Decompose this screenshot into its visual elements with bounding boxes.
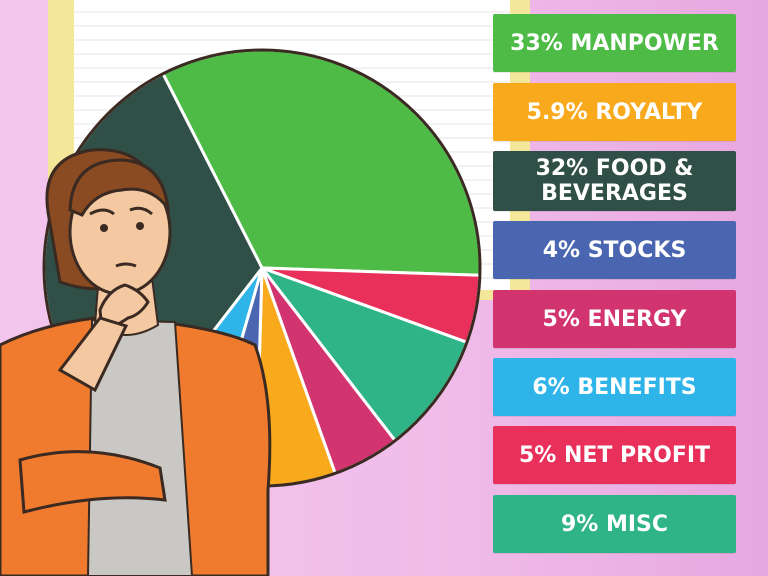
woman-forearm: [57, 316, 129, 393]
woman-right-brow: [129, 206, 154, 216]
legend-label-text: 33% MANPOWER: [510, 31, 719, 56]
legend-label-text: 5.9% ROYALTY: [527, 100, 703, 125]
woman-hair-fringe: [68, 158, 171, 217]
legend-label-box: 32% FOOD & BEVERAGES: [493, 151, 736, 211]
legend-label-line: 6% BENEFITS: [532, 374, 697, 400]
legend-label-line: 33% MANPOWER: [510, 30, 719, 56]
woman-left-eye: [100, 224, 108, 232]
legend-label-line: 4% STOCKS: [542, 237, 687, 263]
legend-label-line: 5% NET PROFIT: [518, 442, 711, 468]
legend-label-text: 4% STOCKS: [543, 238, 687, 263]
woman-mouth: [115, 262, 137, 268]
legend-label-box: 5% NET PROFIT: [493, 426, 736, 484]
thinking-woman-illustration: [0, 148, 272, 576]
woman-right-eye: [136, 222, 144, 230]
legend-label-text: 6% BENEFITS: [532, 375, 696, 400]
legend-label-box: 5.9% ROYALTY: [493, 83, 736, 141]
legend-label-box: 4% STOCKS: [493, 221, 736, 279]
legend-label-box: 5% ENERGY: [493, 290, 736, 348]
legend-label-line: 5% ENERGY: [542, 306, 687, 332]
legend-label-text: 9% MISC: [561, 512, 668, 537]
legend-label-line: 5.9% ROYALTY: [526, 99, 703, 125]
legend-label-text: 5% NET PROFIT: [519, 443, 710, 468]
legend-label-line: 9% MISC: [560, 511, 669, 537]
legend-label-text: 5% ENERGY: [543, 307, 687, 332]
legend-label-box: 9% MISC: [493, 495, 736, 553]
legend-label-box: 33% MANPOWER: [493, 14, 736, 72]
legend-label-box: 6% BENEFITS: [493, 358, 736, 416]
legend-label-line: BEVERAGES: [541, 181, 688, 206]
woman-left-brow: [89, 208, 115, 216]
legend-label-text: 32% FOOD & BEVERAGES: [536, 156, 694, 206]
woman-folded-arm: [18, 450, 167, 514]
legend-label-line: 32% FOOD &: [535, 156, 694, 181]
